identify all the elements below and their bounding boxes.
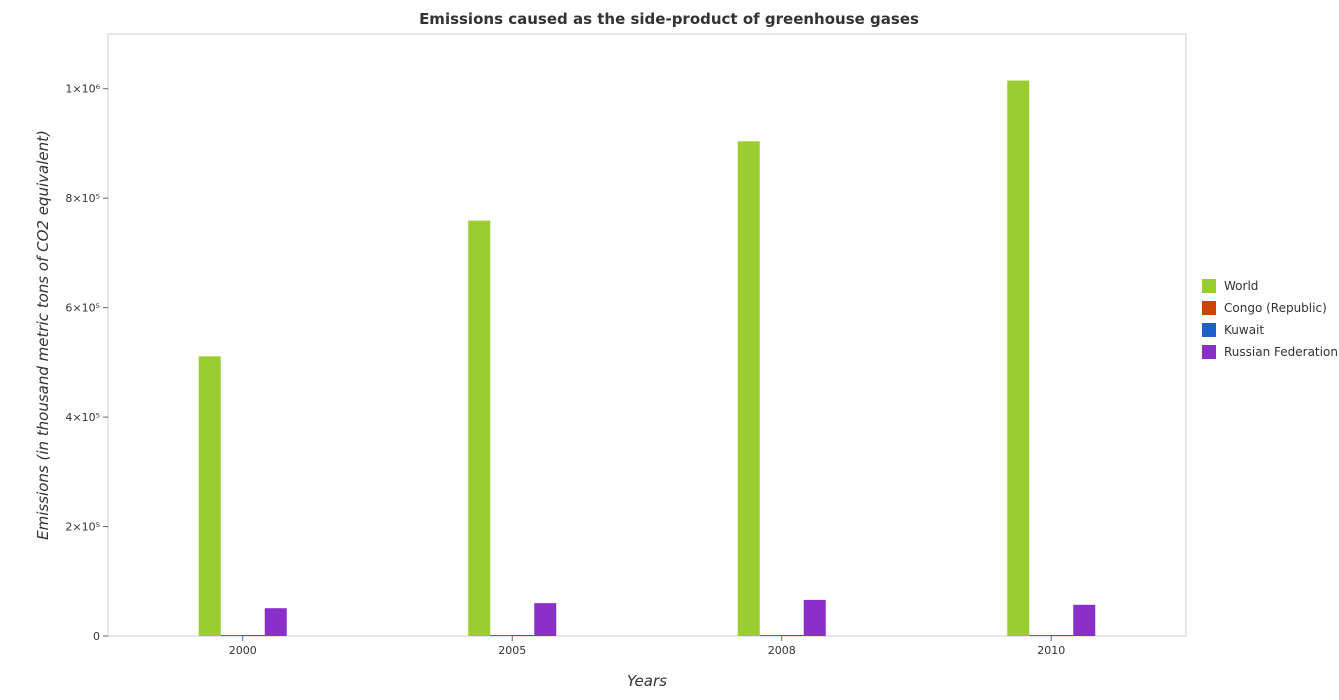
x-tick-label: 2010 (1037, 644, 1065, 657)
x-tick-label: 2008 (768, 644, 796, 657)
y-tick-label: 8×10⁵ (65, 192, 100, 205)
bar-russian-federation-2008 (803, 599, 826, 636)
y-tick-label: 4×10⁵ (65, 411, 100, 424)
bars (198, 80, 1096, 637)
chart-title: Emissions caused as the side-product of … (419, 10, 919, 28)
bar-world-2000 (198, 356, 221, 636)
bar-world-2008 (737, 141, 760, 637)
legend-entry: Kuwait (1224, 323, 1264, 337)
bar-kuwait-2008 (781, 635, 804, 636)
y-axis-title: Emissions (in thousand metric tons of CO… (34, 130, 52, 540)
bar-congo-republic-2000 (220, 635, 243, 636)
plot-area (107, 33, 1187, 637)
bar-congo-republic-2008 (759, 635, 782, 636)
bar-kuwait-2000 (242, 635, 265, 636)
bar-russian-federation-2010 (1073, 604, 1096, 636)
bar-kuwait-2010 (1051, 635, 1074, 636)
legend-swatch (1202, 301, 1216, 315)
x-tick-label: 2005 (498, 644, 526, 657)
bar-russian-federation-2005 (534, 603, 557, 636)
legend-swatch (1202, 345, 1216, 359)
bar-russian-federation-2000 (264, 608, 287, 636)
legend: World Congo (Republic) Kuwait Russian Feder… (1202, 279, 1338, 359)
legend-entry: Congo (Republic) (1224, 301, 1327, 315)
legend-entry: Russian Federation (1224, 345, 1338, 359)
y-tick-label: 6×10⁵ (65, 302, 100, 315)
legend-entry: World (1224, 279, 1258, 293)
bar-kuwait-2005 (512, 635, 535, 636)
x-axis: 2000 2005 2008 2010 (229, 636, 1065, 657)
bar-world-2005 (468, 220, 491, 636)
bar-congo-republic-2010 (1029, 635, 1052, 636)
legend-swatch (1202, 323, 1216, 337)
x-tick-label: 2000 (229, 644, 257, 657)
x-axis-title: Years (627, 672, 667, 690)
y-tick-label: 1×10⁶ (65, 83, 100, 96)
y-axis: 0 2×10⁵ 4×10⁵ 6×10⁵ 8×10⁵ 1×10⁶ (65, 83, 108, 643)
bar-world-2010 (1007, 80, 1030, 636)
bar-congo-republic-2005 (490, 635, 513, 636)
y-tick-label: 2×10⁵ (65, 521, 100, 534)
legend-swatch (1202, 279, 1216, 293)
y-tick-label: 0 (93, 630, 100, 643)
